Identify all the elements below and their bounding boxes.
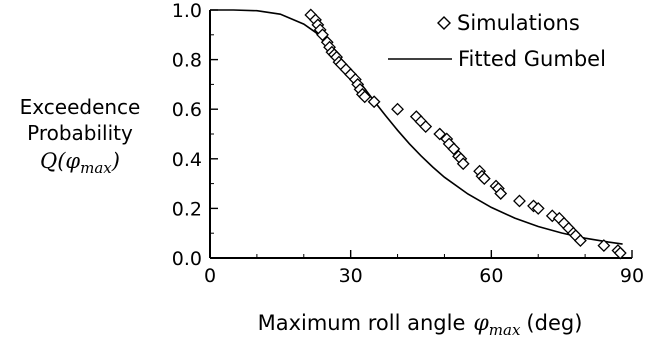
simulation-point bbox=[613, 246, 627, 260]
simulation-point bbox=[316, 28, 329, 42]
y-tick-label: 0.0 bbox=[172, 248, 202, 270]
y-axis-ticks: 0.0 0.2 0.4 0.6 0.8 1.0 bbox=[172, 0, 218, 270]
simulation-markers-layer bbox=[304, 8, 627, 260]
simulation-point bbox=[447, 142, 461, 156]
y-axis-title-line1: Exceedence bbox=[20, 95, 141, 119]
x-axis-title-unit: (deg) bbox=[526, 311, 582, 335]
simulation-point bbox=[358, 90, 372, 104]
y-tick-label: 0.6 bbox=[172, 99, 202, 121]
y-axis-symbol-main: Q(φ bbox=[40, 149, 80, 173]
y-tick-label: 1.0 bbox=[172, 0, 202, 22]
y-axis-title: Exceedence Probability Q(φmax) bbox=[20, 95, 141, 177]
simulation-point bbox=[477, 172, 491, 186]
simulation-point bbox=[391, 102, 404, 116]
y-axis-symbol-close: ) bbox=[111, 149, 120, 173]
fitted-gumbel-line bbox=[210, 9, 623, 245]
fitted-gumbel-layer bbox=[210, 9, 623, 245]
simulation-point bbox=[456, 157, 470, 171]
x-axis-title-subscript: max bbox=[489, 321, 521, 339]
x-axis-title-text: Maximum roll angle bbox=[258, 311, 466, 335]
x-axis-title-symbol: φ bbox=[473, 311, 489, 336]
simulation-point bbox=[531, 201, 545, 215]
simulation-point bbox=[513, 194, 526, 208]
simulation-point bbox=[433, 127, 447, 141]
legend-label-fitted-gumbel: Fitted Gumbel bbox=[458, 47, 606, 71]
y-tick-label: 0.8 bbox=[172, 50, 202, 72]
x-tick-label: 0 bbox=[204, 265, 216, 287]
y-axis-symbol-subscript: max bbox=[80, 159, 112, 177]
simulation-point bbox=[597, 239, 611, 253]
simulation-point bbox=[367, 95, 381, 109]
simulation-point bbox=[545, 209, 559, 223]
legend-diamond-marker bbox=[437, 16, 451, 30]
legend-label-simulations: Simulations bbox=[457, 11, 580, 35]
x-tick-label: 60 bbox=[479, 265, 503, 287]
y-axis-title-line2: Probability bbox=[27, 121, 133, 145]
legend: Simulations Fitted Gumbel bbox=[388, 11, 606, 71]
x-axis-title: Maximum roll angle φmax (deg) bbox=[258, 311, 583, 339]
x-tick-label: 90 bbox=[620, 265, 644, 287]
y-axis-title-symbol: Q(φmax) bbox=[40, 149, 120, 177]
x-tick-label: 30 bbox=[339, 265, 363, 287]
x-axis-ticks: 0 30 60 90 bbox=[204, 250, 644, 287]
simulation-point bbox=[574, 234, 587, 248]
y-tick-label: 0.2 bbox=[172, 198, 202, 220]
y-tick-label: 0.4 bbox=[172, 149, 202, 171]
simulation-point bbox=[419, 120, 433, 133]
simulation-point bbox=[494, 187, 508, 200]
